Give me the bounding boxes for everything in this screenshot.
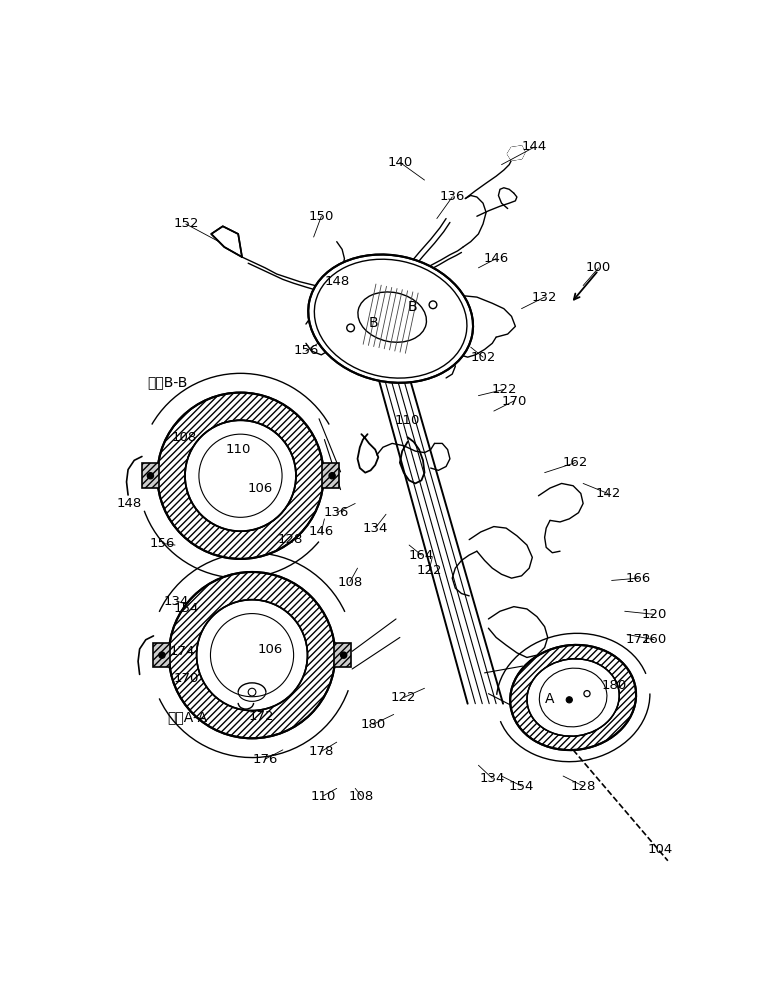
Text: 154: 154 <box>509 780 534 793</box>
Text: 174: 174 <box>170 645 195 658</box>
Text: 120: 120 <box>641 608 667 621</box>
Text: B: B <box>408 300 417 314</box>
Text: 170: 170 <box>173 672 198 685</box>
Text: 144: 144 <box>522 140 547 153</box>
Text: 170: 170 <box>501 395 526 408</box>
Text: 122: 122 <box>416 564 442 577</box>
Text: 166: 166 <box>626 572 651 585</box>
Polygon shape <box>508 146 525 160</box>
Text: 110: 110 <box>395 414 420 427</box>
Text: 172: 172 <box>248 710 274 723</box>
Circle shape <box>169 572 335 738</box>
Text: 178: 178 <box>308 745 334 758</box>
Text: 156: 156 <box>293 344 319 358</box>
Text: 134: 134 <box>164 595 189 608</box>
Text: 132: 132 <box>532 291 558 304</box>
Circle shape <box>341 652 347 658</box>
Ellipse shape <box>308 255 473 383</box>
Text: 128: 128 <box>278 533 303 546</box>
Text: 106: 106 <box>258 643 284 656</box>
Circle shape <box>429 301 437 309</box>
Text: 134: 134 <box>362 522 388 535</box>
Circle shape <box>584 691 590 697</box>
Text: 148: 148 <box>116 497 141 510</box>
Circle shape <box>347 324 355 332</box>
Text: 146: 146 <box>483 252 508 265</box>
Polygon shape <box>211 226 242 257</box>
Text: 100: 100 <box>586 261 612 274</box>
Text: 128: 128 <box>570 780 596 793</box>
Text: 截面B-B: 截面B-B <box>148 375 187 389</box>
Text: 136: 136 <box>440 190 465 204</box>
Text: 122: 122 <box>491 383 516 396</box>
Circle shape <box>157 393 323 559</box>
Text: A: A <box>545 692 555 706</box>
Text: 108: 108 <box>172 431 197 444</box>
Text: 180: 180 <box>601 679 626 692</box>
Text: 136: 136 <box>324 506 349 519</box>
Text: 150: 150 <box>308 210 334 223</box>
Ellipse shape <box>358 292 426 342</box>
Text: 148: 148 <box>324 275 349 288</box>
Text: 102: 102 <box>470 351 496 364</box>
Text: 134: 134 <box>480 772 505 785</box>
Text: 156: 156 <box>150 537 176 550</box>
Text: 154: 154 <box>173 602 198 615</box>
Text: 140: 140 <box>387 156 412 169</box>
Text: 152: 152 <box>173 217 198 230</box>
Circle shape <box>248 688 256 696</box>
Text: 108: 108 <box>337 576 362 588</box>
Text: 142: 142 <box>595 487 620 500</box>
Ellipse shape <box>510 645 636 750</box>
Text: 164: 164 <box>408 549 434 562</box>
Text: 176: 176 <box>252 753 278 766</box>
Text: 108: 108 <box>349 790 374 803</box>
Text: 106: 106 <box>247 482 273 495</box>
Text: 162: 162 <box>563 456 588 469</box>
Text: 160: 160 <box>641 633 667 646</box>
Text: 146: 146 <box>308 525 334 538</box>
Text: 180: 180 <box>360 718 386 731</box>
Ellipse shape <box>314 259 467 378</box>
Circle shape <box>159 652 165 658</box>
Text: 172: 172 <box>626 633 651 646</box>
Text: 110: 110 <box>310 790 336 803</box>
FancyBboxPatch shape <box>154 643 170 667</box>
Circle shape <box>197 600 308 711</box>
FancyBboxPatch shape <box>322 463 339 488</box>
FancyBboxPatch shape <box>142 463 159 488</box>
Text: 104: 104 <box>647 843 672 856</box>
FancyBboxPatch shape <box>333 643 351 667</box>
Text: 122: 122 <box>391 691 416 704</box>
Circle shape <box>148 473 154 479</box>
Text: 截面A-A: 截面A-A <box>167 710 208 724</box>
Circle shape <box>185 420 296 531</box>
Circle shape <box>566 697 572 703</box>
Text: 110: 110 <box>226 443 251 456</box>
Ellipse shape <box>527 659 619 736</box>
Text: B: B <box>369 316 379 330</box>
Circle shape <box>329 473 335 479</box>
Ellipse shape <box>527 659 619 736</box>
Circle shape <box>185 420 296 531</box>
